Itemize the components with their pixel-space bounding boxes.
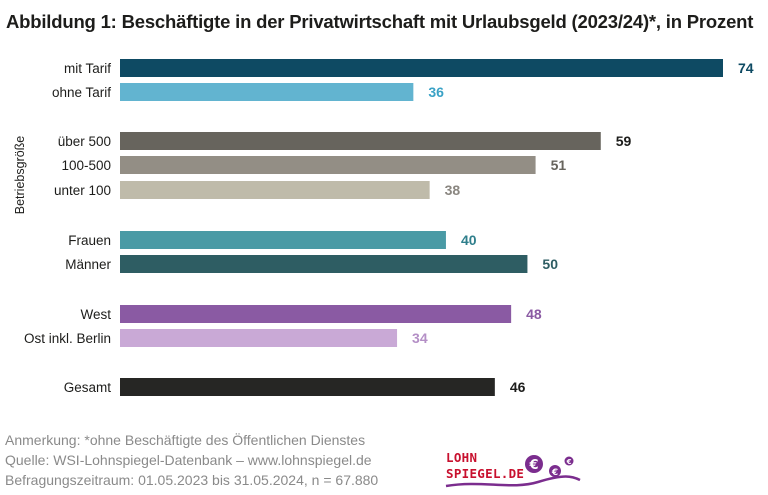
bar <box>120 132 601 150</box>
bar <box>120 255 528 273</box>
category-label: über 500 <box>58 134 111 149</box>
bar <box>120 231 446 249</box>
category-label: West <box>80 307 111 322</box>
category-label: mit Tarif <box>64 61 111 76</box>
euro-coins-icon: € € € <box>445 455 581 488</box>
bar <box>120 156 536 174</box>
bars-group: mit Tarif 74 ohne Tarif 36 über 500 59 100-500… <box>24 59 754 396</box>
category-label: Männer <box>65 257 111 272</box>
value-label: 46 <box>510 379 526 395</box>
value-label: 50 <box>542 256 558 272</box>
bar <box>120 83 414 101</box>
value-label: 51 <box>551 157 567 173</box>
bar <box>120 181 430 199</box>
category-label: ohne Tarif <box>52 85 111 100</box>
value-label: 36 <box>428 84 444 100</box>
svg-text:€: € <box>551 468 558 478</box>
value-label: 38 <box>445 182 461 198</box>
svg-text:€: € <box>566 458 572 466</box>
value-label: 59 <box>616 133 632 149</box>
footer-period: Befragungszeitraum: 01.05.2023 bis 31.05… <box>5 472 379 488</box>
category-label: 100-500 <box>61 158 111 173</box>
value-label: 34 <box>412 330 428 346</box>
bar-chart: Betriebsgröße mit Tarif 74 ohne Tarif 36 übe… <box>13 59 754 396</box>
value-label: 48 <box>526 306 542 322</box>
logo-line2: SPIEGEL.DE <box>446 466 525 481</box>
svg-text:€: € <box>528 458 538 473</box>
footer-source: Quelle: WSI-Lohnspiegel-Datenbank – www.… <box>5 452 372 468</box>
bar <box>120 305 512 323</box>
value-label: 74 <box>738 60 754 76</box>
footer: Anmerkung: *ohne Beschäftigte des Öffent… <box>5 430 378 490</box>
lohnspiegel-logo[interactable]: LOHN SPIEGEL.DE € € € <box>442 446 582 492</box>
value-label: 40 <box>461 232 477 248</box>
group-axis-label: Betriebsgröße <box>13 136 27 215</box>
chart-title: Abbildung 1: Beschäftigte in der Privatw… <box>6 11 754 32</box>
category-label: Frauen <box>68 233 111 248</box>
logo-line1: LOHN <box>446 450 478 465</box>
footer-note: Anmerkung: *ohne Beschäftigte des Öffent… <box>5 432 366 448</box>
bar <box>120 378 495 396</box>
category-label: Gesamt <box>64 380 112 395</box>
category-label: Ost inkl. Berlin <box>24 331 111 346</box>
bar <box>120 59 723 77</box>
bar <box>120 329 398 347</box>
category-label: unter 100 <box>54 183 111 198</box>
